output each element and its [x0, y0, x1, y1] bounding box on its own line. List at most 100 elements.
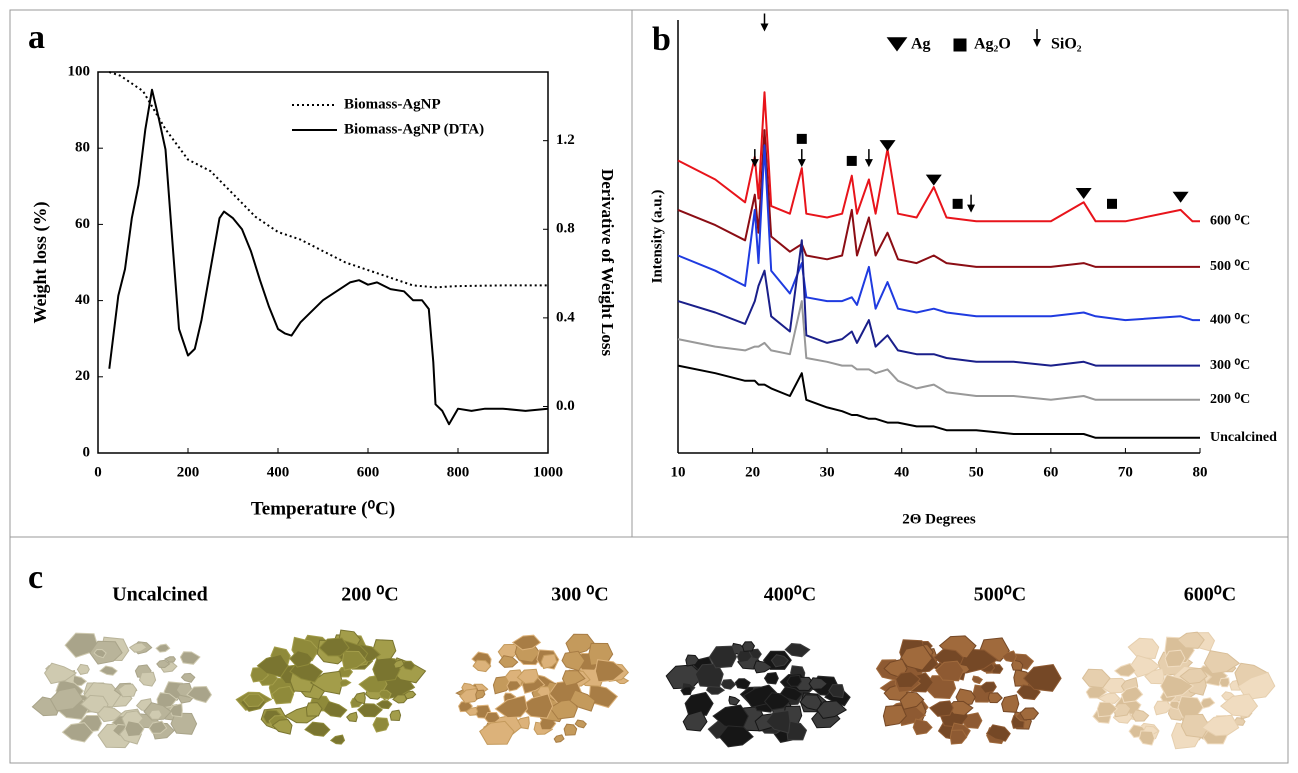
chunk: [1138, 730, 1156, 746]
y-tick-label: 0: [83, 444, 91, 460]
x-tick-label: 600: [357, 464, 380, 480]
series-label: 200 ⁰C: [1210, 392, 1250, 407]
panel-label: c: [28, 559, 43, 596]
phase-marker: [846, 155, 857, 166]
y-tick-label: 40: [75, 292, 90, 308]
chunk: [594, 659, 626, 683]
y2-tick-label: 1.2: [556, 132, 575, 148]
chunk: [1113, 662, 1137, 677]
chunk: [304, 721, 331, 737]
series-label: 400 ⁰C: [1210, 312, 1250, 327]
phase-peak: [1075, 187, 1092, 199]
chunk: [392, 694, 408, 704]
y-tick-label: 20: [75, 368, 90, 384]
phase-peak: [797, 149, 806, 168]
chunk: [1219, 693, 1259, 718]
series-line: [677, 364, 1200, 439]
phase-peak: [1107, 198, 1118, 209]
chunk: [728, 695, 741, 706]
frame: [9, 9, 1289, 764]
sample-photo: [31, 632, 213, 749]
phase-marker: [886, 37, 908, 52]
chunk: [1081, 668, 1111, 689]
series-line: [677, 300, 1200, 401]
chunk: [971, 675, 984, 685]
chunk: [43, 662, 78, 685]
x-tick-label: 60: [1043, 464, 1058, 480]
series-line: [108, 71, 548, 289]
x-tick-label: 30: [820, 464, 835, 480]
chunk: [779, 686, 804, 702]
series-line: [677, 91, 1200, 223]
chunk: [765, 709, 791, 734]
phase-peak: [952, 198, 963, 209]
y-tick-label: 60: [75, 216, 90, 232]
chunk: [985, 724, 1011, 742]
chunk: [949, 729, 968, 745]
phase-marker: [953, 38, 967, 52]
legend-marker: [953, 38, 967, 52]
phase-marker: [1172, 191, 1189, 203]
chunk: [987, 692, 1003, 704]
chunk: [1011, 659, 1024, 671]
chunk: [553, 734, 565, 743]
phase-marker: [797, 159, 806, 168]
x-axis-label: 2Θ Degrees: [902, 511, 976, 527]
phase-marker: [1075, 187, 1092, 199]
legend-label: Ag₂O: [974, 36, 1011, 53]
chunk: [1019, 707, 1040, 721]
chunk: [372, 656, 401, 683]
chunk: [741, 641, 756, 652]
phase-marker: [864, 159, 873, 168]
chunk: [763, 671, 779, 685]
y-axis-label: Weight loss (%): [30, 201, 51, 323]
photo-label: 200 ⁰C: [341, 584, 398, 606]
y-axis-label: Intensity (a.u.): [649, 190, 665, 284]
phase-marker: [879, 140, 896, 152]
chunk: [305, 702, 323, 717]
x-tick-label: 1000: [533, 464, 563, 480]
chunk: [720, 678, 737, 690]
chunk: [93, 648, 107, 659]
chunk: [180, 672, 196, 683]
chunk: [895, 671, 921, 689]
chunk: [1097, 692, 1121, 704]
chunk: [1160, 674, 1195, 698]
photo-label: 600⁰C: [1184, 584, 1236, 606]
y2-tick-label: 0.0: [556, 398, 575, 414]
chunk: [808, 677, 829, 690]
chunk: [72, 675, 88, 686]
chunk: [164, 656, 176, 663]
panel-label: a: [28, 19, 45, 56]
chunk: [170, 712, 198, 735]
chunk: [569, 689, 596, 712]
chunk: [574, 719, 587, 729]
chunk: [770, 654, 789, 668]
chunk: [148, 709, 163, 720]
y2-tick-label: 0.4: [556, 309, 575, 325]
x-tick-label: 80: [1193, 464, 1208, 480]
chunk: [372, 717, 390, 733]
chunk: [685, 654, 700, 667]
chunk: [289, 650, 314, 668]
chunk: [339, 679, 352, 688]
chunk: [49, 686, 84, 712]
legend-label: SiO₂: [1051, 36, 1082, 53]
x-tick-label: 10: [671, 464, 686, 480]
x-tick-label: 40: [894, 464, 909, 480]
x-tick-label: 400: [267, 464, 290, 480]
phase-peak: [796, 133, 807, 144]
chunk: [322, 700, 348, 718]
phase-peak: [750, 149, 759, 168]
x-tick-label: 70: [1118, 464, 1133, 480]
chunk: [682, 710, 708, 732]
chunk: [1120, 686, 1144, 703]
chunk: [979, 681, 997, 694]
chunk: [708, 645, 738, 669]
chunk: [882, 704, 907, 727]
chunk: [148, 720, 168, 734]
chunk: [511, 634, 542, 651]
chunk: [561, 650, 586, 672]
chunk: [472, 659, 492, 673]
